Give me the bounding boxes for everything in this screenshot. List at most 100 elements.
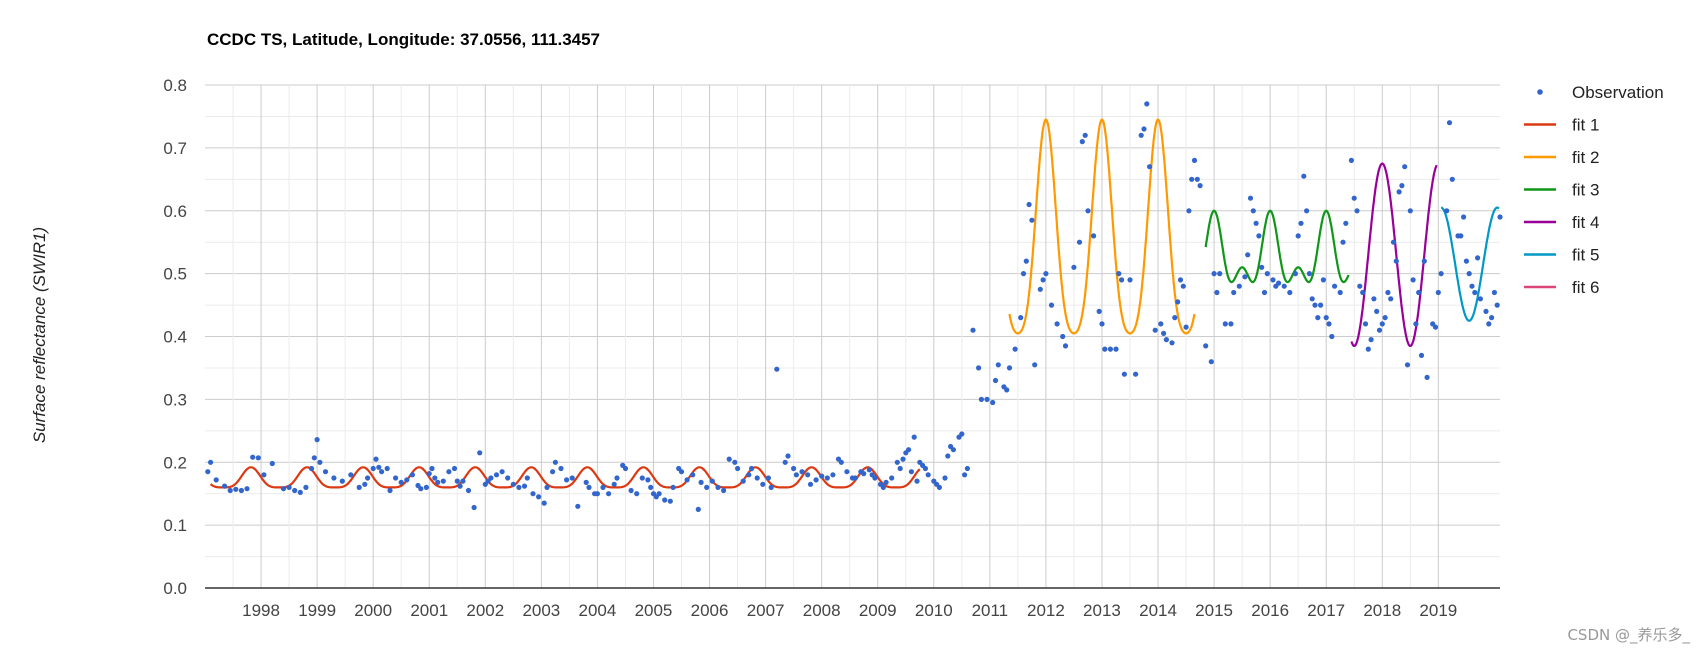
x-tick-label: 2012 xyxy=(1027,601,1065,620)
observation-point xyxy=(1147,164,1153,170)
fit-line-2 xyxy=(1008,118,1196,335)
legend-item[interactable]: fit 4 xyxy=(1524,213,1599,232)
observation-point xyxy=(493,472,500,478)
observation-point xyxy=(1379,321,1385,327)
observation-point xyxy=(1121,371,1127,377)
observation-point xyxy=(583,479,589,485)
observation-point xyxy=(1163,337,1169,343)
observation-point xyxy=(667,498,673,504)
observation-point xyxy=(1245,252,1251,258)
legend-item[interactable]: fit 6 xyxy=(1524,278,1599,297)
observation-point xyxy=(844,469,850,475)
observation-point xyxy=(393,475,399,481)
legend-item[interactable]: fit 2 xyxy=(1524,148,1599,167)
observation-point xyxy=(435,479,441,485)
observation-point xyxy=(322,469,329,475)
observation-point xyxy=(550,469,556,475)
observation-point xyxy=(594,491,601,497)
observation-point xyxy=(575,503,581,509)
legend-label: fit 4 xyxy=(1572,213,1599,232)
observation-point xyxy=(1315,315,1321,321)
y-axis-label: Surface reflectance (SWIR1) xyxy=(30,227,49,443)
observation-point xyxy=(1466,271,1472,277)
observation-point xyxy=(465,487,472,494)
observation-point xyxy=(384,465,390,472)
observation-point xyxy=(1416,289,1422,296)
legend-item[interactable]: Observation xyxy=(1537,83,1664,102)
observation-point xyxy=(852,475,858,481)
observation-point xyxy=(314,437,320,443)
observation-point xyxy=(488,475,494,481)
observation-point xyxy=(564,477,570,483)
observation-point xyxy=(1382,315,1388,321)
observation-point xyxy=(1326,321,1332,327)
observation-point xyxy=(536,494,542,500)
observation-point xyxy=(945,453,951,459)
observation-point xyxy=(1127,277,1133,283)
observation-point xyxy=(1424,374,1430,380)
legend-item[interactable]: fit 5 xyxy=(1524,246,1599,265)
y-tick-label: 0.4 xyxy=(163,328,187,347)
observation-point xyxy=(1004,387,1010,393)
observation-point xyxy=(1175,299,1181,305)
observation-point xyxy=(670,484,676,490)
observation-point xyxy=(805,472,811,478)
x-tick-label: 2006 xyxy=(691,601,729,620)
observation-point xyxy=(992,377,999,384)
observation-point xyxy=(995,362,1001,368)
observation-point xyxy=(1486,321,1492,327)
observation-point xyxy=(1312,302,1318,308)
observation-point xyxy=(269,460,275,467)
legend-item[interactable]: fit 1 xyxy=(1524,116,1599,135)
observation-point xyxy=(1343,220,1349,226)
observation-point xyxy=(429,465,435,472)
observation-point xyxy=(721,487,727,494)
observation-point xyxy=(1385,289,1391,296)
observation-point xyxy=(754,475,760,481)
observation-point xyxy=(785,453,791,459)
observation-point xyxy=(1180,283,1186,289)
observation-point xyxy=(1489,315,1495,321)
observation-point xyxy=(311,455,317,461)
observation-point xyxy=(1298,220,1304,226)
observation-point xyxy=(1276,280,1282,286)
observation-point xyxy=(1054,321,1060,327)
observation-point xyxy=(1357,283,1363,289)
observation-point xyxy=(830,472,836,478)
observation-point xyxy=(1421,258,1427,264)
legend-item[interactable]: fit 3 xyxy=(1524,181,1599,200)
observation-point xyxy=(1203,343,1209,349)
observation-point xyxy=(1018,315,1024,321)
observation-point xyxy=(1250,208,1256,214)
observation-point xyxy=(1376,327,1383,333)
observation-point xyxy=(1119,277,1125,283)
observation-point xyxy=(872,475,878,481)
observation-point xyxy=(516,484,522,490)
observation-point xyxy=(524,475,530,481)
x-tick-label: 2014 xyxy=(1139,601,1177,620)
observation-point xyxy=(356,484,362,490)
observation-point xyxy=(1410,277,1416,283)
observation-point xyxy=(1183,324,1189,330)
observation-point xyxy=(292,487,298,494)
observation-point xyxy=(1287,289,1293,296)
legend-label: Observation xyxy=(1572,83,1664,102)
observation-point xyxy=(569,475,575,481)
observation-point xyxy=(880,484,886,490)
x-tick-label: 2004 xyxy=(579,601,617,620)
observation-point xyxy=(1446,120,1453,126)
legend[interactable]: Observation fit 1 fit 2 fit 3 fit 4 fit 5 fit … xyxy=(1524,83,1664,297)
observation-point xyxy=(1368,337,1374,343)
x-tick-label: 2005 xyxy=(635,601,673,620)
x-tick-label: 2001 xyxy=(410,601,448,620)
observation-point xyxy=(477,450,483,456)
x-tick-label: 2017 xyxy=(1307,601,1345,620)
observation-point xyxy=(1158,321,1164,327)
observation-point xyxy=(1040,277,1046,283)
x-tick-label: 2008 xyxy=(803,601,841,620)
observation-point xyxy=(1340,239,1346,245)
observation-point xyxy=(648,484,654,490)
observation-point xyxy=(530,491,536,497)
observation-point xyxy=(1388,296,1394,302)
